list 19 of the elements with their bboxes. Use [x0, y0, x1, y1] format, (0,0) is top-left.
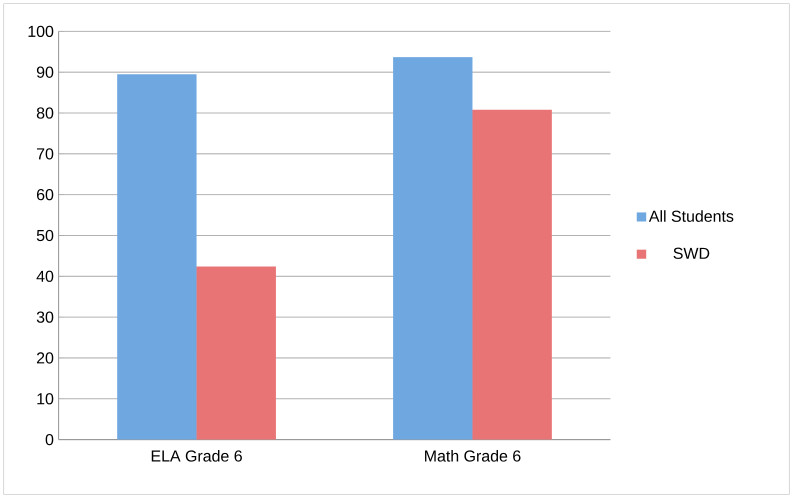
y-tick-label: 50: [36, 230, 54, 242]
y-tick-label: 0: [46, 434, 54, 446]
x-tick-label: ELA Grade 6: [152, 450, 242, 462]
y-tick-label: 30: [36, 311, 54, 323]
y-tick-label: 90: [36, 66, 54, 78]
legend-label: All Students: [648, 210, 734, 222]
y-tick-label: 60: [36, 188, 54, 200]
y-tick-label: 80: [36, 107, 54, 119]
y-tick-label: 40: [36, 270, 54, 282]
y-tick-label: 100: [28, 26, 54, 37]
y-tick-label: 10: [37, 393, 54, 404]
y-tick-label: 70: [36, 148, 54, 160]
bar: [393, 57, 472, 440]
legend-label: SWD: [674, 248, 710, 259]
y-tick-label: 20: [36, 352, 54, 364]
bar: [117, 74, 197, 440]
bar: [196, 266, 276, 440]
x-tick-label: Math Grade 6: [425, 450, 520, 462]
bar: [472, 110, 552, 440]
